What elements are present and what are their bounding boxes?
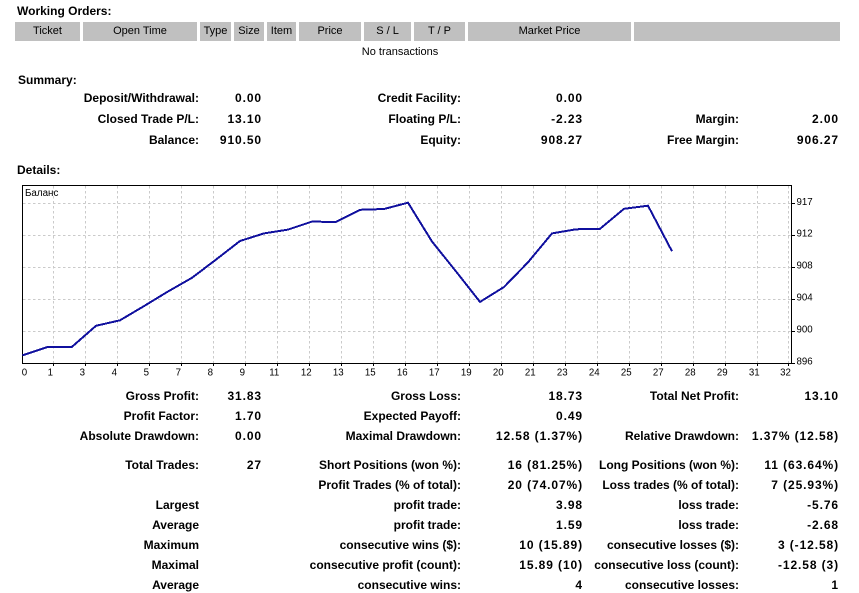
svg-text:32: 32 [780, 368, 791, 379]
svg-text:11: 11 [269, 368, 279, 379]
svg-text:29: 29 [717, 368, 728, 379]
svg-text:13: 13 [333, 368, 344, 379]
svg-text:24: 24 [589, 368, 600, 379]
svg-text:896: 896 [797, 357, 813, 368]
svg-text:912: 912 [797, 229, 813, 240]
svg-text:900: 900 [797, 325, 814, 336]
svg-text:904: 904 [797, 293, 814, 304]
svg-text:9: 9 [240, 368, 245, 379]
svg-text:17: 17 [429, 368, 440, 379]
svg-text:19: 19 [461, 368, 472, 379]
svg-text:27: 27 [653, 368, 664, 379]
svg-text:25: 25 [621, 368, 632, 379]
svg-text:917: 917 [797, 197, 813, 208]
svg-text:31: 31 [749, 368, 760, 379]
svg-text:15: 15 [365, 368, 376, 379]
svg-text:4: 4 [112, 368, 118, 379]
svg-text:20: 20 [493, 368, 504, 379]
svg-text:12: 12 [301, 368, 312, 379]
svg-text:8: 8 [208, 368, 213, 379]
svg-text:908: 908 [797, 261, 813, 272]
svg-text:23: 23 [557, 368, 568, 379]
svg-text:21: 21 [525, 368, 536, 379]
svg-text:7: 7 [176, 368, 181, 379]
svg-text:5: 5 [144, 368, 149, 379]
svg-text:0: 0 [22, 368, 28, 379]
svg-text:16: 16 [397, 368, 408, 379]
svg-text:3: 3 [80, 368, 85, 379]
svg-text:1: 1 [48, 368, 53, 379]
svg-text:28: 28 [685, 368, 696, 379]
